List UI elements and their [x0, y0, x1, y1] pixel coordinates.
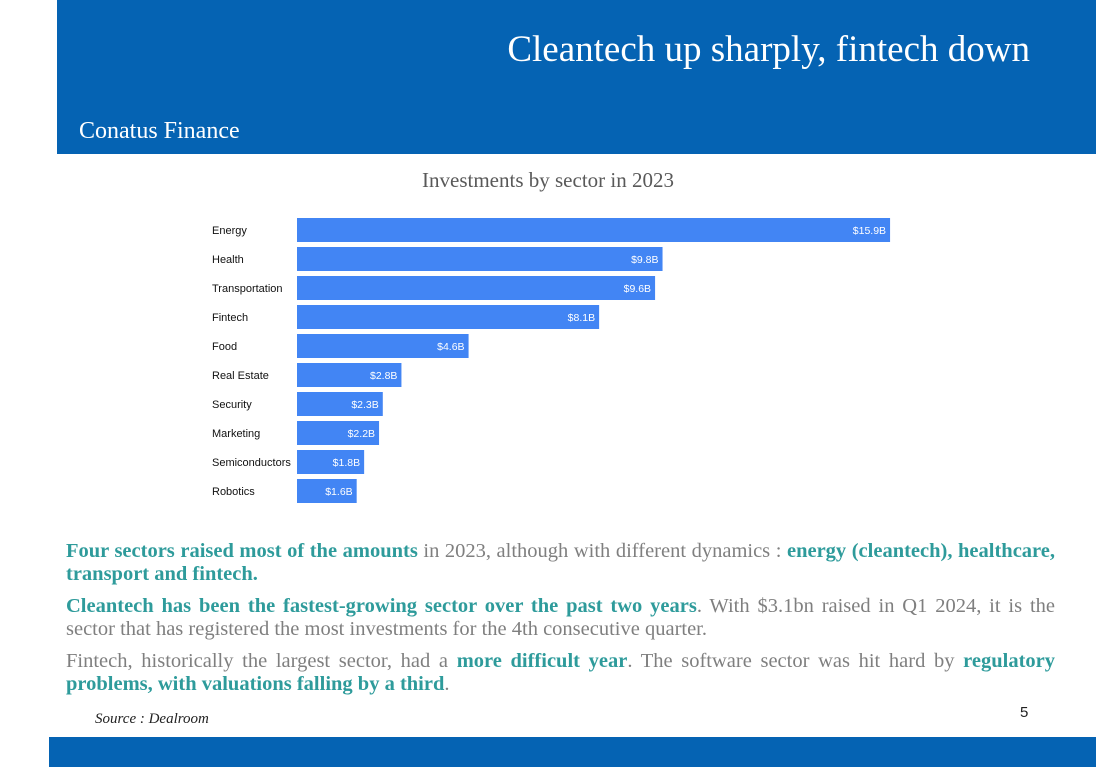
category-label: Robotics — [212, 486, 255, 498]
slide-title: Cleantech up sharply, fintech down — [507, 29, 1030, 70]
company-name: Conatus Finance — [79, 118, 240, 144]
category-label: Fintech — [212, 312, 248, 324]
value-label: $2.3B — [351, 399, 378, 411]
category-label: Health — [212, 254, 244, 266]
value-label: $2.2B — [348, 428, 375, 440]
bar — [297, 218, 891, 242]
body-text: . The software sector was hit hard by — [627, 649, 964, 672]
highlight-text: Four sectors raised most of the amounts — [66, 540, 418, 562]
category-label: Transportation — [212, 283, 283, 295]
body-text: Fintech, historically the largest sector… — [66, 649, 457, 672]
bar — [297, 421, 380, 445]
category-label: Food — [212, 341, 237, 353]
category-label: Security — [212, 399, 252, 411]
chart-title: Investments by sector in 2023 — [422, 168, 674, 192]
bar — [297, 479, 357, 503]
value-label: $15.9B — [853, 225, 886, 237]
bar — [297, 276, 656, 300]
bar — [297, 334, 469, 358]
value-label: $8.1B — [568, 312, 595, 324]
commentary: Four sectors raised most of the amounts … — [66, 540, 1055, 705]
value-label: $4.6B — [437, 341, 464, 353]
bar — [297, 305, 600, 329]
body-text: . With $3.1bn raised in Q1 2024, it is t… — [66, 594, 1055, 640]
body-text: in 2023, although with different dynamic… — [417, 540, 787, 562]
value-label: $1.6B — [325, 486, 352, 498]
value-label: $2.8B — [370, 370, 397, 382]
category-label: Marketing — [212, 428, 260, 440]
category-label: Real Estate — [212, 370, 269, 382]
paragraph-1: Four sectors raised most of the amounts … — [66, 540, 1055, 586]
highlight-text: more difficult year — [456, 649, 628, 672]
bar — [297, 450, 365, 474]
footer-band — [49, 737, 1096, 767]
bar — [297, 392, 383, 416]
body-text: . — [444, 672, 450, 695]
value-label: $9.8B — [631, 254, 658, 266]
highlight-text: energy (cleantech), healthcare, transpor… — [66, 540, 1055, 585]
paragraph-3: Fintech, historically the largest sector… — [66, 650, 1055, 696]
value-label: $1.8B — [333, 457, 360, 469]
bar — [297, 363, 402, 387]
bar-chart: Energy $15.9B Health $9.8B Transportation $9.… — [212, 218, 891, 503]
value-label: $9.6B — [624, 283, 651, 295]
paragraph-2: Cleantech has been the fastest-growing s… — [66, 595, 1055, 641]
highlight-text: Cleantech has been the fastest-growing s… — [66, 594, 697, 617]
bar — [297, 247, 663, 271]
page-number: 5 — [1020, 704, 1029, 721]
source-note: Source : Dealroom — [95, 711, 209, 727]
category-label: Semiconductors — [212, 457, 291, 469]
header-band: Cleantech up sharply, fintech down Conat… — [57, 0, 1096, 154]
highlight-text: regulatory problems, with valuations fal… — [66, 649, 1055, 695]
category-label: Energy — [212, 225, 247, 237]
